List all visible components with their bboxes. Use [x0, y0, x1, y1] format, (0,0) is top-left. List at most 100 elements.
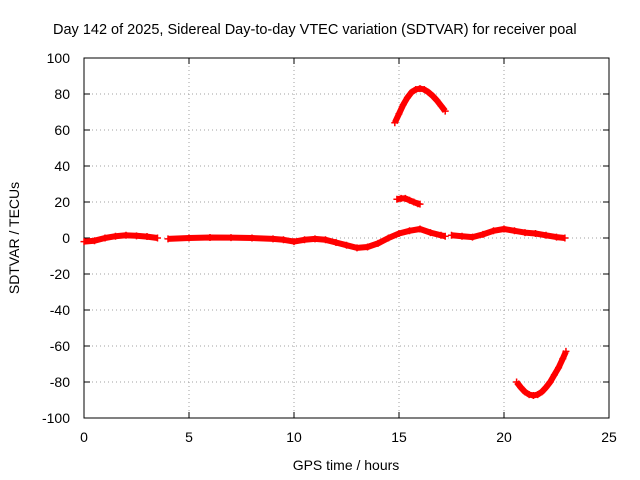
- data-point: [353, 244, 361, 252]
- data-point: [364, 243, 371, 251]
- data-point: [406, 227, 413, 235]
- x-tick-label: 20: [496, 429, 512, 445]
- data-point: [550, 371, 558, 379]
- data-point: [433, 96, 441, 104]
- data-point: [393, 195, 401, 203]
- x-tick-label: 15: [391, 429, 407, 445]
- y-tick-label: 0: [62, 230, 70, 246]
- data-point: [91, 237, 98, 245]
- data-point: [403, 94, 411, 102]
- y-tick-label: 100: [47, 50, 71, 66]
- data-point: [424, 88, 432, 96]
- data-point: [395, 110, 403, 118]
- data-point: [101, 234, 109, 242]
- series-upper-arc: [391, 85, 449, 127]
- y-tick-label: 20: [54, 194, 70, 210]
- data-point: [391, 119, 399, 127]
- data-point: [301, 236, 308, 244]
- data-point: [374, 239, 382, 247]
- data-point: [525, 391, 533, 399]
- y-tick-label: -100: [42, 410, 70, 426]
- data-point: [458, 232, 466, 240]
- x-tick-label: 0: [80, 429, 88, 445]
- data-marks: [80, 85, 570, 399]
- data-point: [416, 85, 424, 93]
- y-tick-labels: -100 -80 -60 -40 -20 0 20 40 60 80 100: [42, 50, 70, 426]
- data-point: [280, 236, 287, 244]
- data-point: [511, 227, 518, 235]
- data-point: [401, 194, 409, 202]
- data-point: [542, 231, 550, 239]
- data-point: [164, 235, 172, 243]
- chart-title: Day 142 of 2025, Sidereal Day-to-day VTE…: [53, 22, 577, 38]
- data-point: [399, 101, 407, 109]
- data-point: [410, 198, 418, 206]
- x-tick-label: 10: [286, 429, 302, 445]
- series-trace: [451, 226, 566, 241]
- y-tick-label: -20: [50, 266, 70, 282]
- data-point: [122, 231, 130, 239]
- data-point: [559, 355, 567, 363]
- y-tick-label: 40: [54, 158, 70, 174]
- data-point: [248, 234, 256, 242]
- data-point: [412, 86, 420, 93]
- data-point: [143, 233, 151, 241]
- data-point: [534, 391, 542, 399]
- data-point: [546, 378, 554, 386]
- data-point: [133, 232, 140, 240]
- y-tick-label: -60: [50, 338, 70, 354]
- y-tick-label: 80: [54, 86, 70, 102]
- data-point: [429, 92, 437, 100]
- data-point: [479, 230, 487, 238]
- data-point: [562, 347, 570, 355]
- data-point: [290, 238, 298, 246]
- data-point: [521, 229, 529, 237]
- data-point: [395, 230, 403, 237]
- y-tick-label: -40: [50, 302, 70, 318]
- grid-lines: [84, 58, 609, 418]
- y-tick-label: -80: [50, 374, 70, 390]
- data-point: [437, 231, 445, 239]
- series-lower-arc: [513, 347, 570, 399]
- data-point: [553, 233, 560, 241]
- data-point: [532, 230, 539, 237]
- data-point: [521, 388, 529, 396]
- y-axis-label: SDTVAR / TECUs: [6, 182, 22, 294]
- data-point: [542, 383, 550, 391]
- x-axis-label: GPS time / hours: [293, 457, 400, 473]
- series-small-arc: [393, 194, 424, 208]
- data-point: [154, 234, 161, 242]
- axis-ticks: [83, 57, 610, 419]
- data-point: [517, 383, 525, 391]
- data-point: [80, 238, 88, 246]
- x-tick-label: 5: [185, 429, 193, 445]
- data-point: [227, 234, 235, 242]
- data-point: [322, 236, 329, 244]
- data-point: [416, 225, 424, 233]
- data-point: [490, 227, 497, 235]
- data-point: [185, 234, 193, 242]
- data-point: [500, 225, 508, 233]
- data-point: [427, 229, 434, 237]
- data-point: [385, 234, 392, 242]
- data-point: [420, 86, 428, 93]
- data-point: [529, 392, 537, 399]
- data-point: [408, 88, 416, 96]
- data-point: [437, 102, 445, 110]
- data-point: [469, 233, 476, 241]
- data-point: [206, 233, 214, 241]
- x-tick-labels: 0 5 10 15 20 25: [80, 429, 617, 445]
- data-point: [332, 239, 340, 246]
- data-point: [441, 232, 449, 240]
- y-tick-label: 60: [54, 122, 70, 138]
- data-point: [513, 378, 521, 386]
- data-point: [406, 196, 413, 204]
- data-point: [343, 241, 350, 249]
- data-point: [555, 364, 563, 372]
- data-point: [311, 235, 319, 243]
- series-main-trace: [80, 225, 569, 252]
- x-tick-label: 25: [601, 429, 617, 445]
- data-point: [416, 200, 424, 208]
- data-point: [561, 234, 569, 242]
